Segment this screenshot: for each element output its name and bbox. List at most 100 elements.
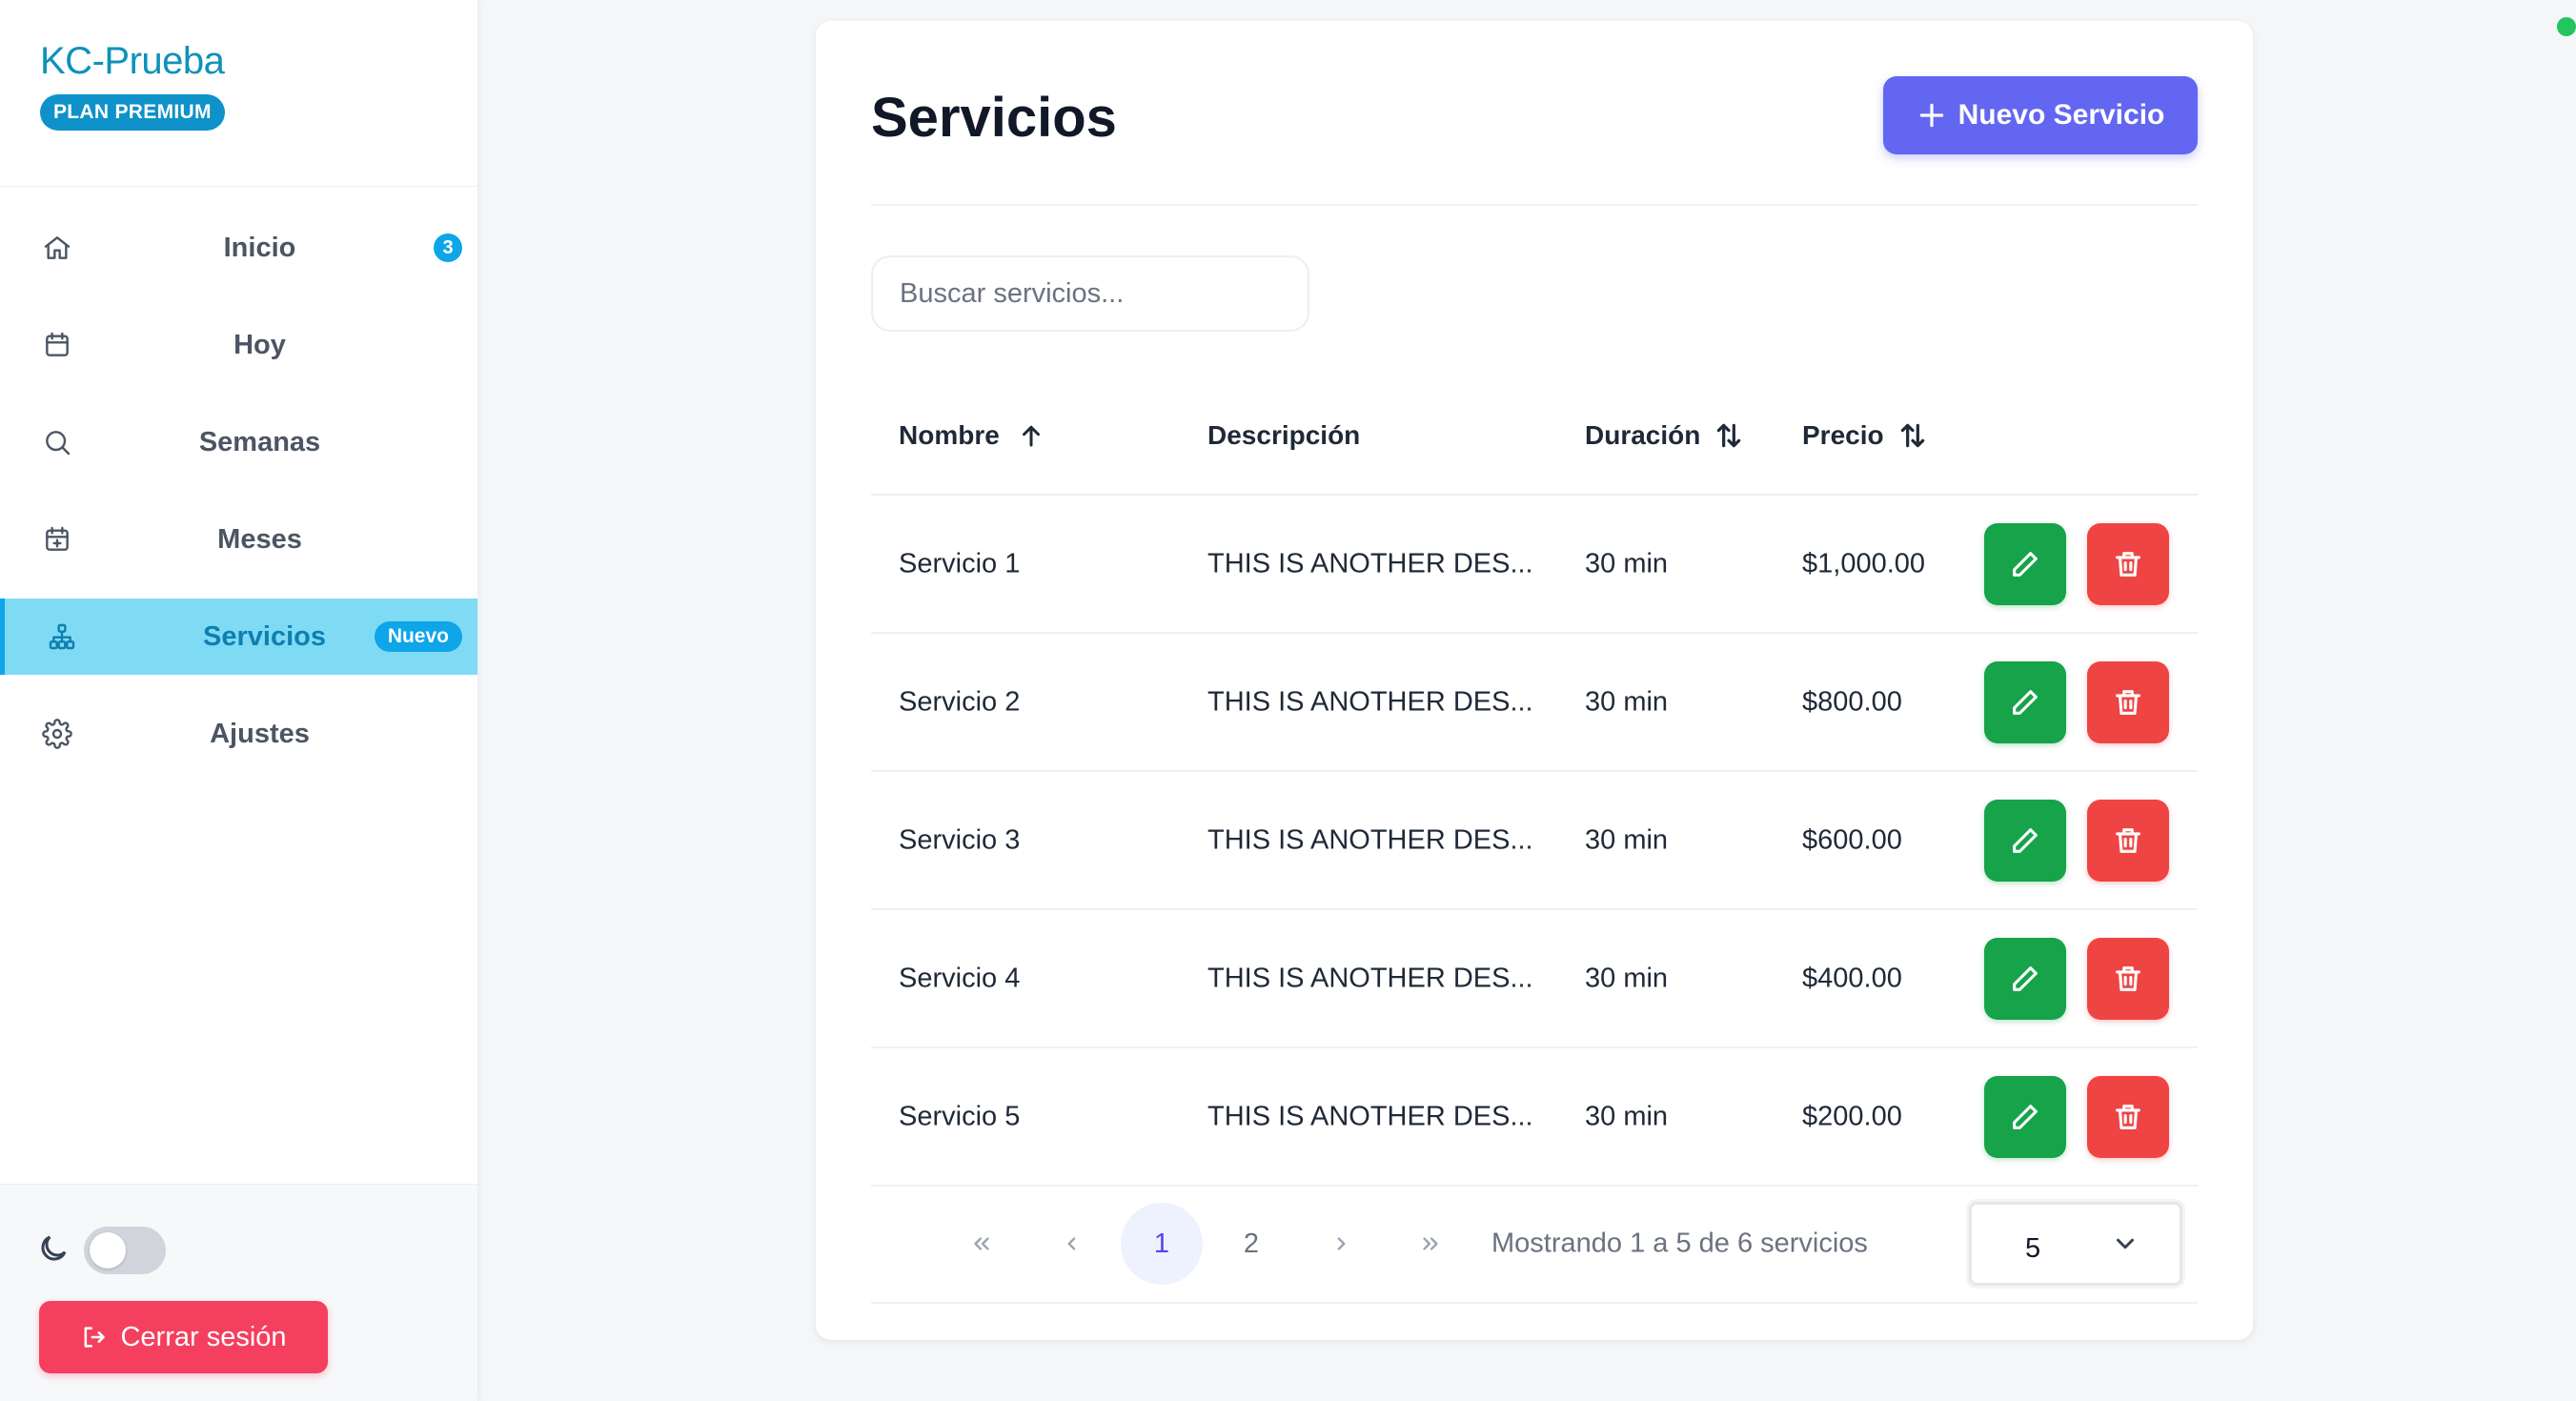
service-description: THIS IS ANOTHER DES...: [1207, 824, 1533, 855]
service-description: THIS IS ANOTHER DES...: [1207, 963, 1533, 993]
service-name: Servicio 1: [899, 548, 1021, 579]
edit-button[interactable]: [1984, 937, 2066, 1020]
pencil-icon: [2013, 689, 2038, 715]
plus-icon: [1919, 103, 1943, 128]
services-table: Nombre Descripción Duración Precio Servi…: [871, 377, 2198, 1187]
first-page-button[interactable]: [941, 1203, 1023, 1285]
delete-button[interactable]: [2087, 799, 2169, 882]
sidebar-item-inicio[interactable]: Inicio 3: [0, 210, 477, 286]
calendar-plus-icon: [40, 522, 74, 557]
new-service-button[interactable]: Nuevo Servicio: [1883, 76, 2198, 154]
column-header-descripcion: Descripción: [1207, 420, 1360, 451]
sidebar-item-servicios[interactable]: Servicios Nuevo: [0, 599, 477, 675]
sidebar-item-label: Servicios: [203, 620, 326, 652]
last-page-button[interactable]: [1389, 1203, 1471, 1285]
chevron-right-icon: [1337, 1237, 1346, 1250]
prev-page-button[interactable]: [1031, 1203, 1113, 1285]
service-duration: 30 min: [1585, 824, 1669, 855]
brand-block: KC-Prueba PLAN PREMIUM: [0, 0, 477, 187]
sort-icon: [1900, 423, 1924, 448]
hierarchy-icon: [45, 619, 79, 654]
pencil-icon: [2013, 827, 2038, 853]
plan-badge: PLAN PREMIUM: [40, 94, 225, 131]
page-button-1[interactable]: 1: [1121, 1203, 1203, 1285]
double-chevron-right-icon: [1423, 1237, 1438, 1250]
pencil-icon: [2013, 1104, 2038, 1129]
delete-button[interactable]: [2087, 937, 2169, 1020]
edit-button[interactable]: [1984, 660, 2066, 743]
service-name: Servicio 5: [899, 1101, 1021, 1131]
delete-button[interactable]: [2087, 1075, 2169, 1158]
table-row: Servicio 1 THIS IS ANOTHER DES... 30 min…: [871, 496, 2198, 634]
moon-icon: [36, 1231, 71, 1270]
page-size-select[interactable]: 5: [1969, 1202, 2182, 1286]
pagination-info: Mostrando 1 a 5 de 6 servicios: [1491, 1228, 1868, 1259]
new-badge: Nuevo: [374, 621, 462, 652]
column-label: Nombre: [899, 420, 1000, 450]
sort-ascending-icon: [1022, 425, 1040, 447]
table-row: Servicio 4 THIS IS ANOTHER DES... 30 min…: [871, 910, 2198, 1048]
pencil-icon: [2013, 551, 2038, 577]
edit-button[interactable]: [1984, 799, 2066, 882]
table-row: Servicio 5 THIS IS ANOTHER DES... 30 min…: [871, 1048, 2198, 1187]
search-input[interactable]: [871, 255, 1309, 332]
page-button-2[interactable]: 2: [1243, 1228, 1260, 1259]
logout-icon: [85, 1327, 106, 1348]
sidebar-footer: Cerrar sesión: [0, 1184, 477, 1401]
search-icon: [40, 425, 74, 459]
table-row: Servicio 2 THIS IS ANOTHER DES... 30 min…: [871, 634, 2198, 772]
chevron-down-icon: [2117, 1238, 2134, 1249]
sidebar-item-label: Hoy: [233, 329, 286, 360]
service-price: $200.00: [1802, 1101, 1902, 1131]
home-icon: [40, 231, 74, 265]
sidebar-item-hoy[interactable]: Hoy: [0, 307, 477, 383]
dark-mode-toggle[interactable]: [84, 1227, 166, 1274]
column-label: Precio: [1802, 420, 1884, 450]
trash-icon: [2116, 965, 2140, 991]
service-price: $1,000.00: [1802, 548, 1926, 579]
service-name: Servicio 2: [899, 686, 1021, 717]
delete-button[interactable]: [2087, 522, 2169, 605]
sort-icon: [1717, 423, 1741, 448]
service-description: THIS IS ANOTHER DES...: [1207, 686, 1533, 717]
next-page-button[interactable]: [1300, 1203, 1382, 1285]
status-indicator: [2557, 17, 2576, 36]
service-duration: 30 min: [1585, 963, 1669, 993]
sidebar-item-ajustes[interactable]: Ajustes: [0, 696, 477, 772]
service-description: THIS IS ANOTHER DES...: [1207, 548, 1533, 579]
service-name: Servicio 4: [899, 963, 1021, 993]
sidebar-item-semanas[interactable]: Semanas: [0, 404, 477, 480]
delete-button[interactable]: [2087, 660, 2169, 743]
sidebar-item-label: Semanas: [198, 426, 321, 457]
edit-button[interactable]: [1984, 522, 2066, 605]
column-label: Duración: [1585, 420, 1701, 450]
chevron-left-icon: [1067, 1237, 1076, 1250]
services-card: Servicios Nuevo Servicio Nombre Descripc…: [816, 21, 2253, 1340]
service-price: $400.00: [1802, 963, 1902, 993]
column-header-precio[interactable]: Precio: [1802, 419, 1928, 452]
service-price: $800.00: [1802, 686, 1902, 717]
logout-button[interactable]: Cerrar sesión: [39, 1301, 328, 1373]
service-duration: 30 min: [1585, 686, 1669, 717]
pencil-icon: [2013, 965, 2038, 991]
table-row: Servicio 3 THIS IS ANOTHER DES... 30 min…: [871, 772, 2198, 910]
trash-icon: [2116, 827, 2140, 853]
trash-icon: [2116, 1104, 2140, 1129]
edit-button[interactable]: [1984, 1075, 2066, 1158]
gear-icon: [40, 717, 74, 751]
brand-name: KC-Prueba: [40, 40, 225, 82]
calendar-icon: [40, 328, 74, 362]
sidebar-item-label: Inicio: [223, 232, 296, 263]
sidebar-nav: Inicio 3 Hoy Semanas Meses Servici: [0, 187, 477, 772]
new-service-label: Nuevo Servicio: [1957, 99, 2165, 131]
sidebar: KC-Prueba PLAN PREMIUM Inicio 3 Hoy Sema…: [0, 0, 478, 1401]
service-description: THIS IS ANOTHER DES...: [1207, 1101, 1533, 1131]
column-header-nombre[interactable]: Nombre: [899, 420, 1045, 451]
sidebar-item-label: Ajustes: [210, 718, 310, 749]
column-header-duracion[interactable]: Duración: [1585, 419, 1744, 452]
sidebar-item-meses[interactable]: Meses: [0, 501, 477, 578]
theme-switch-row: [36, 1227, 166, 1274]
card-header: Servicios Nuevo Servicio: [871, 21, 2198, 206]
toggle-knob: [90, 1232, 126, 1269]
service-name: Servicio 3: [899, 824, 1021, 855]
